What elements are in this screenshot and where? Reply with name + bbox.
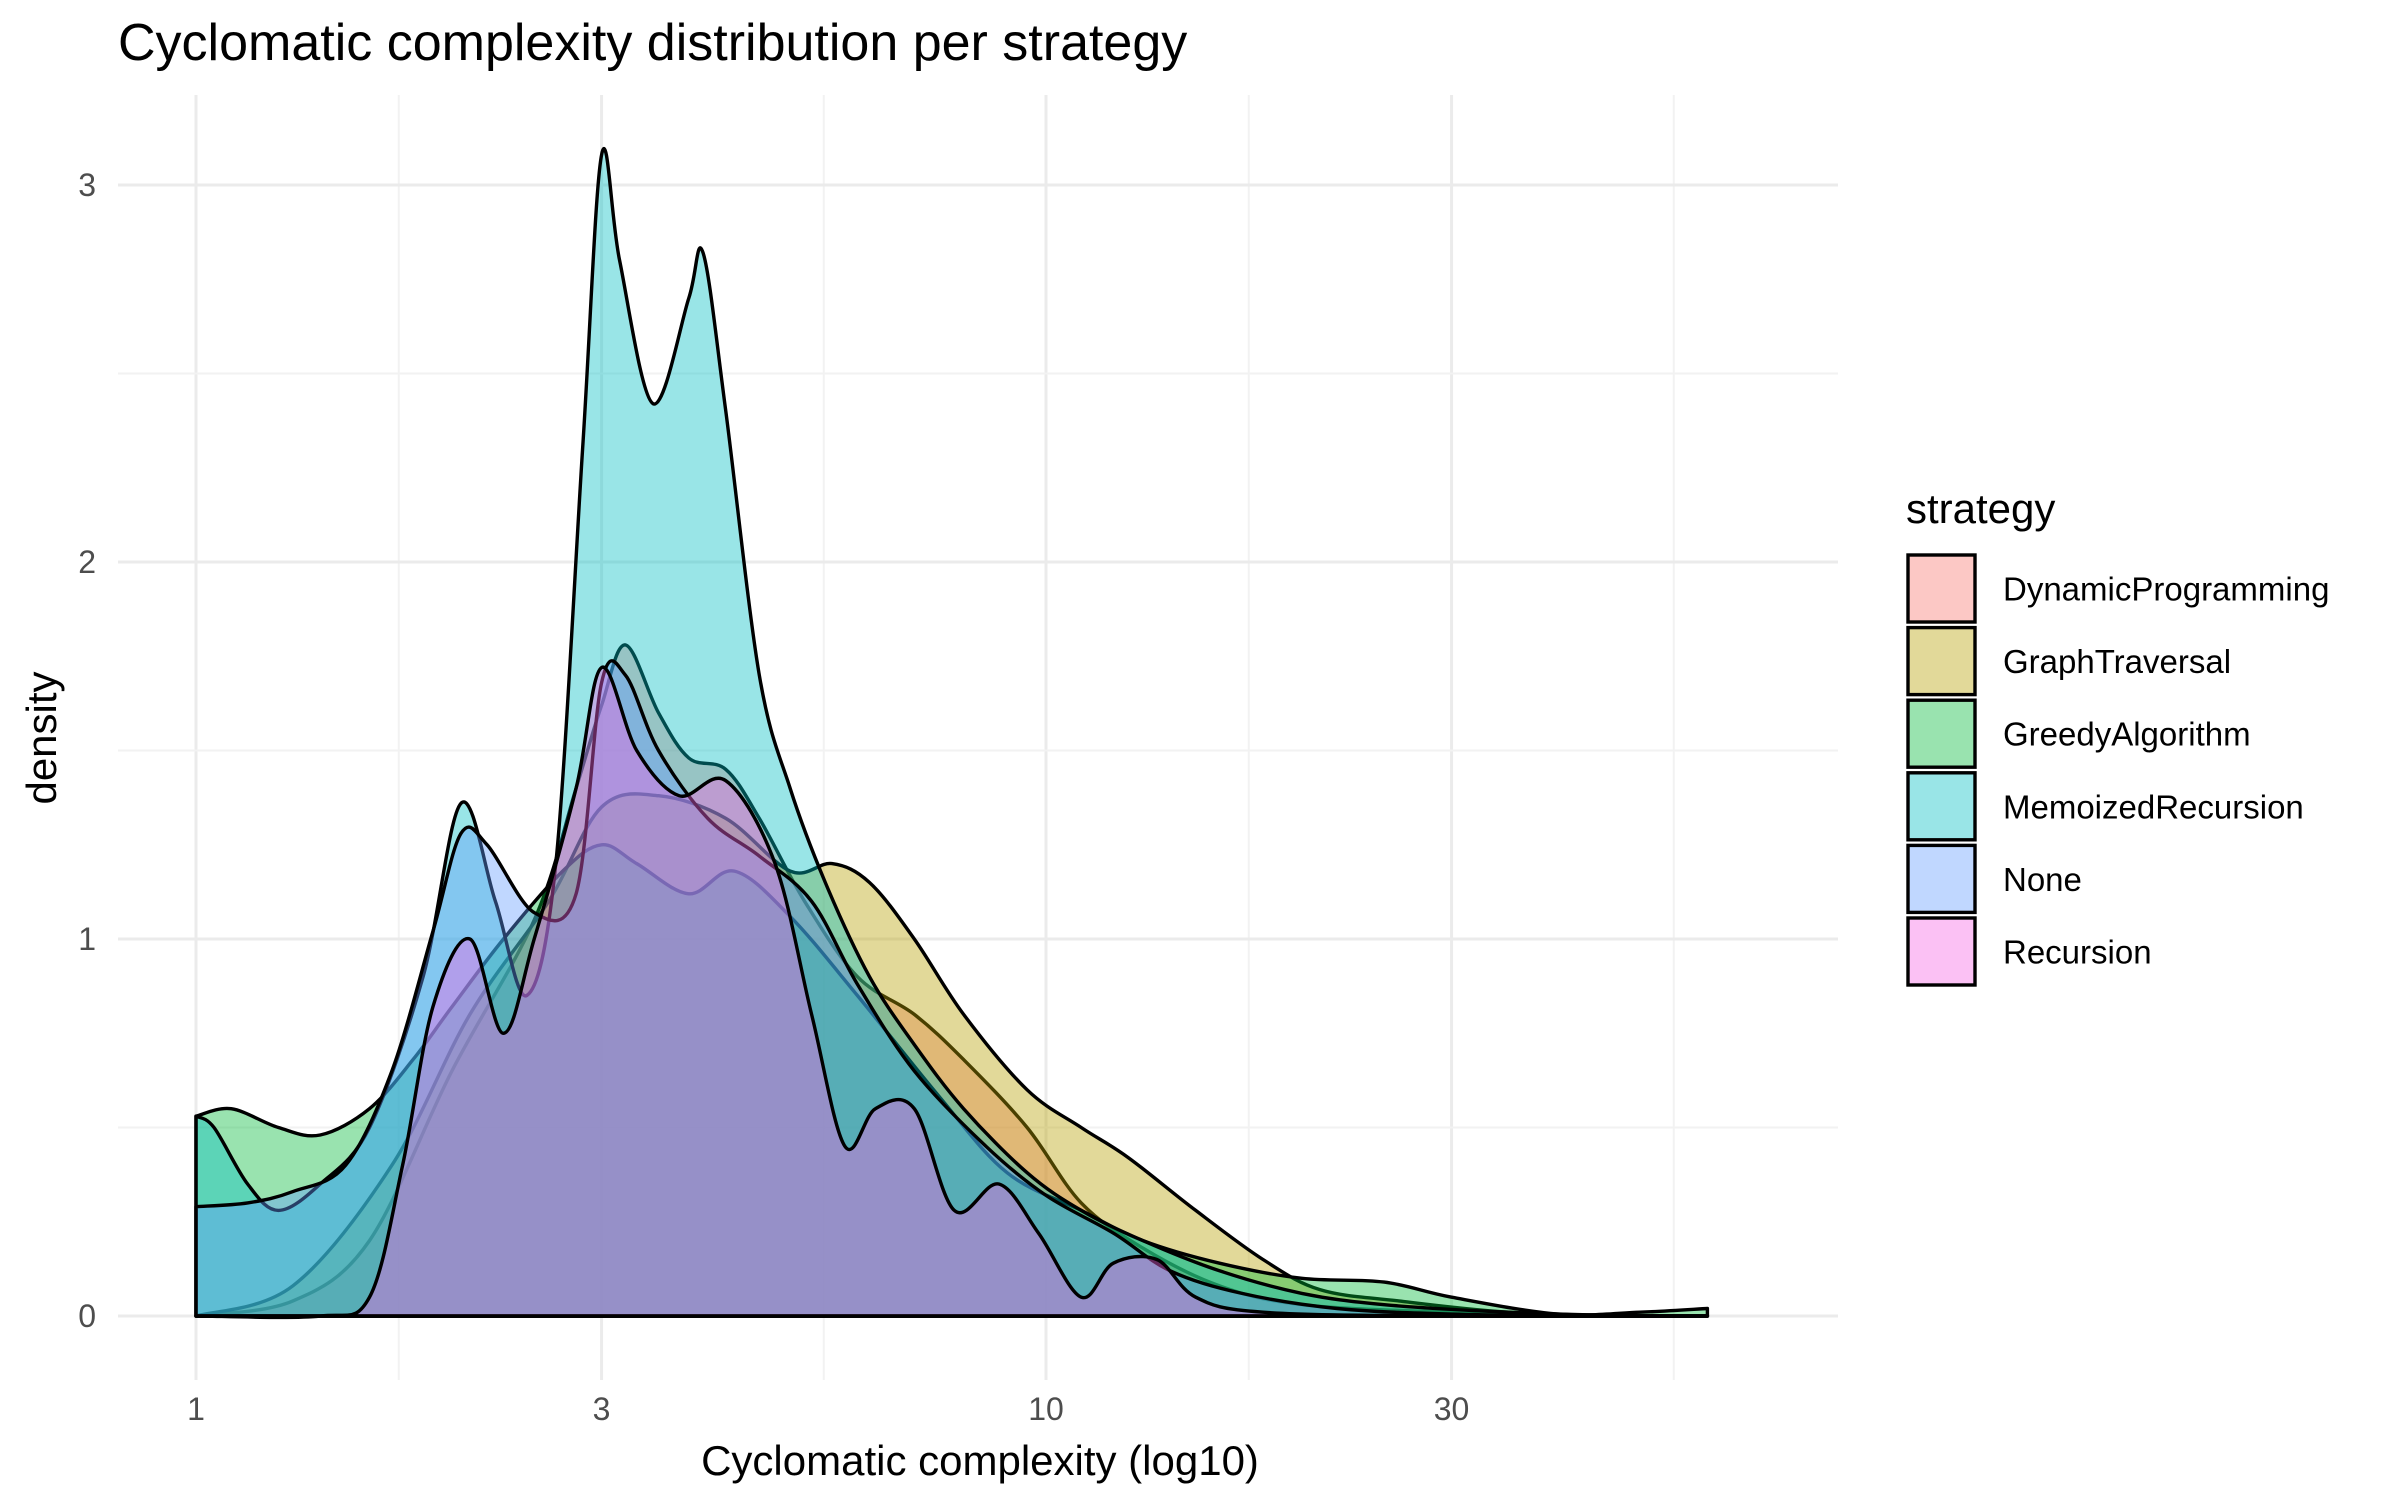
x-axis-ticks: 1 3 10 30 (187, 1391, 1469, 1427)
y-axis-ticks: 0 1 2 3 (78, 167, 96, 1334)
y-tick-label: 1 (78, 921, 96, 957)
density-recursion (194, 665, 1710, 1320)
legend-key-dynamic-programming (1906, 553, 1977, 624)
legend-key-greedy-algorithm (1906, 698, 1977, 769)
y-tick-label: 3 (78, 167, 96, 203)
legend-label-graph-traversal: GraphTraversal (2003, 643, 2231, 680)
legend-label-dynamic-programming: DynamicProgramming (2003, 571, 2329, 608)
legend-label-recursion: Recursion (2003, 934, 2152, 971)
y-axis-title: density (18, 671, 65, 804)
x-tick-label: 10 (1028, 1391, 1064, 1427)
x-axis-title: Cyclomatic complexity (log10) (701, 1437, 1259, 1484)
density-greedy-algorithm (194, 843, 1710, 1318)
legend-label-memoized-recursion: MemoizedRecursion (2003, 788, 2304, 825)
legend: strategy DynamicProgramming GraphTraversa… (1906, 485, 2329, 987)
legend-title: strategy (1906, 485, 2055, 532)
legend-label-none: None (2003, 861, 2082, 898)
legend-key-graph-traversal (1906, 625, 1977, 697)
density-areas (194, 146, 1710, 1320)
chart-title: Cyclomatic complexity distribution per s… (118, 14, 1187, 72)
density-graph-traversal (194, 792, 1710, 1318)
y-tick-label: 0 (78, 1298, 96, 1334)
y-tick-label: 2 (78, 544, 96, 580)
density-none (194, 659, 1710, 1318)
legend-key-recursion (1906, 916, 1977, 987)
x-tick-label: 3 (593, 1391, 611, 1427)
legend-key-none (1906, 843, 1977, 915)
legend-key-memoized-recursion (1906, 771, 1977, 842)
legend-label-greedy-algorithm: GreedyAlgorithm (2003, 716, 2251, 753)
x-tick-label: 30 (1434, 1391, 1470, 1427)
x-tick-label: 1 (187, 1391, 205, 1427)
